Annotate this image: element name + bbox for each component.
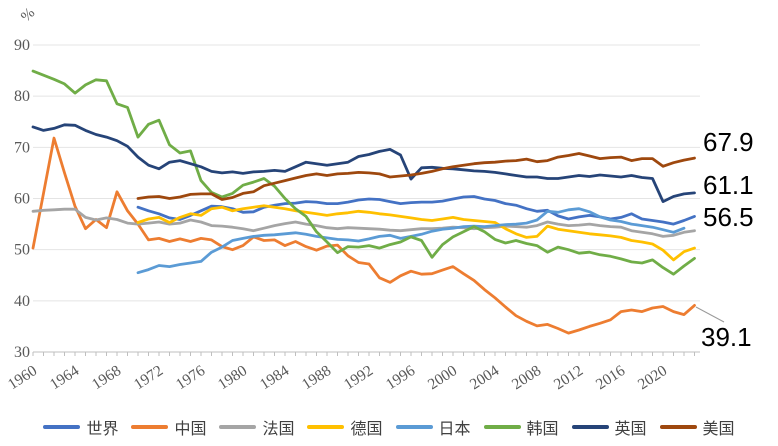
legend-item-china: 中国 <box>131 415 206 439</box>
y-tick-label: 60 <box>14 191 30 208</box>
x-tick-label: 1984 <box>257 362 292 393</box>
annotation-leader-line <box>695 306 725 323</box>
series-line-korea <box>31 69 696 276</box>
legend-item-korea: 韩国 <box>483 415 559 439</box>
legend-swatch-korea <box>483 425 521 429</box>
x-tick-label: 2004 <box>467 362 502 393</box>
legend-label-france: 法国 <box>262 421 295 438</box>
legend-item-france: 法国 <box>219 415 294 439</box>
legend-swatch-china <box>131 425 169 429</box>
legend-label-usa: 美国 <box>702 421 735 438</box>
series-line-usa <box>136 152 696 201</box>
y-axis-title: % <box>18 5 38 25</box>
x-tick-label: 1976 <box>173 362 208 393</box>
y-tick-label: 50 <box>14 242 30 259</box>
series-line-china <box>31 136 696 335</box>
legend-item-uk: 英国 <box>571 415 647 439</box>
end-value-label-usa: 67.9 <box>703 127 754 157</box>
x-tick-label: 2020 <box>635 362 670 393</box>
legend-label-japan: 日本 <box>438 421 471 438</box>
x-tick-label: 1968 <box>89 362 124 393</box>
x-tick-label: 1972 <box>131 362 166 393</box>
legend-item-germany: 德国 <box>307 415 383 439</box>
chart-legend: 世界 中国 法国 德国 日本 韩国 英国 美国 <box>0 412 778 442</box>
y-tick-label: 40 <box>14 293 30 310</box>
x-tick-label: 2016 <box>593 362 628 393</box>
x-tick-label: 1960 <box>5 362 40 393</box>
legend-label-china: 中国 <box>174 421 207 438</box>
series-line-france <box>31 207 696 238</box>
end-value-label-uk: 61.1 <box>703 170 754 200</box>
end-value-label-world: 56.5 <box>703 202 754 232</box>
y-tick-label: 80 <box>14 88 30 105</box>
legend-swatch-world <box>43 425 81 429</box>
legend-label-korea: 韩国 <box>526 421 559 438</box>
x-tick-label: 2012 <box>551 362 586 393</box>
legend-swatch-japan <box>395 425 433 429</box>
legend-swatch-france <box>219 425 257 429</box>
series-line-germany <box>136 204 696 262</box>
x-tick-label: 2008 <box>509 362 544 393</box>
legend-item-japan: 日本 <box>395 415 471 439</box>
legend-item-usa: 美国 <box>659 415 735 439</box>
x-tick-label: 2000 <box>425 362 460 393</box>
legend-label-germany: 德国 <box>350 421 383 438</box>
legend-swatch-uk <box>571 425 609 429</box>
y-tick-label: 70 <box>14 139 30 156</box>
x-tick-label: 1964 <box>47 362 82 393</box>
x-tick-label: 1996 <box>383 362 418 393</box>
legend-label-world: 世界 <box>86 421 119 438</box>
x-tick-label: 1992 <box>341 362 376 393</box>
legend-swatch-germany <box>307 425 345 429</box>
y-tick-label: 90 <box>14 37 30 54</box>
x-tick-label: 1980 <box>215 362 250 393</box>
legend-label-uk: 英国 <box>614 421 647 438</box>
x-tick-label: 1988 <box>299 362 334 393</box>
y-tick-label: 30 <box>14 344 30 361</box>
legend-swatch-usa <box>659 425 697 429</box>
series-line-uk <box>31 123 696 204</box>
legend-item-world: 世界 <box>43 415 118 439</box>
end-value-label-china: 39.1 <box>701 322 752 352</box>
